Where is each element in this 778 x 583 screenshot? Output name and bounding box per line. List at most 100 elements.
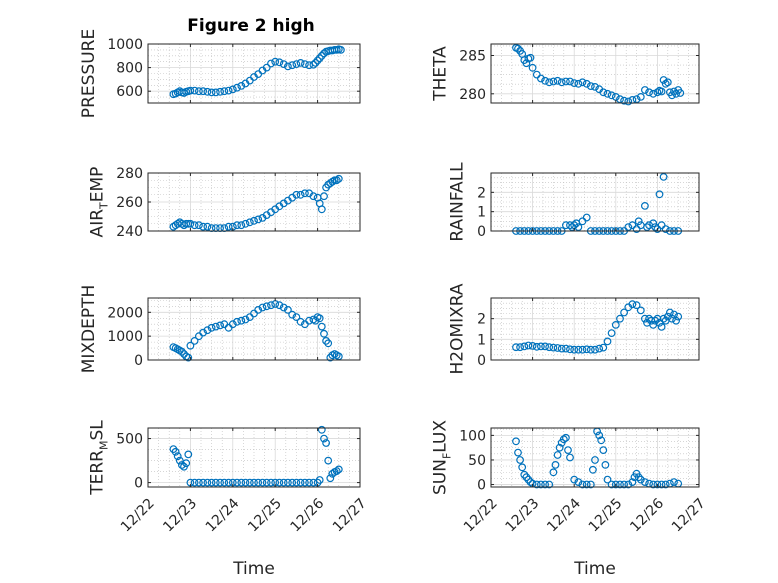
data-point bbox=[224, 86, 233, 95]
data-point bbox=[545, 78, 554, 87]
data-point bbox=[194, 478, 203, 487]
data-point bbox=[224, 222, 233, 231]
data-point bbox=[171, 447, 180, 456]
data-point bbox=[620, 480, 628, 489]
data-point bbox=[296, 190, 305, 199]
data-point bbox=[228, 85, 237, 94]
data-point bbox=[624, 480, 633, 489]
y-axis-label-subscript: M bbox=[98, 441, 111, 451]
data-point bbox=[643, 223, 651, 232]
data-point bbox=[599, 343, 608, 352]
data-point bbox=[574, 223, 583, 232]
data-point bbox=[292, 60, 301, 68]
data-point bbox=[632, 301, 641, 310]
data-point bbox=[258, 478, 267, 487]
data-point bbox=[574, 79, 583, 88]
data-point bbox=[586, 345, 595, 354]
data-point bbox=[228, 320, 237, 329]
data-point bbox=[522, 59, 531, 68]
data-point bbox=[317, 322, 326, 331]
data-point bbox=[599, 446, 608, 455]
axes-box bbox=[490, 172, 700, 232]
y-tick-label: 240 bbox=[116, 224, 143, 240]
data-point bbox=[553, 451, 562, 459]
data-point bbox=[324, 456, 333, 465]
data-point bbox=[177, 347, 186, 356]
data-point bbox=[603, 475, 612, 484]
data-point bbox=[216, 478, 225, 487]
data-point bbox=[241, 478, 250, 487]
axes-box bbox=[490, 297, 700, 361]
data-point bbox=[207, 323, 216, 332]
data-point bbox=[311, 59, 320, 67]
data-point bbox=[309, 192, 318, 201]
data-point bbox=[250, 478, 258, 487]
data-point bbox=[566, 77, 574, 86]
data-point bbox=[532, 480, 541, 489]
data-point bbox=[562, 344, 570, 353]
data-point bbox=[267, 301, 275, 310]
axes-box bbox=[490, 427, 700, 488]
data-point bbox=[220, 87, 229, 96]
data-point bbox=[322, 337, 331, 345]
data-point bbox=[595, 344, 604, 353]
data-point bbox=[271, 57, 280, 66]
y-axis-label-main: AIR bbox=[88, 209, 108, 238]
y-axis-label-rest: SL bbox=[88, 420, 108, 441]
data-point bbox=[241, 315, 250, 324]
data-point bbox=[284, 306, 292, 314]
data-point bbox=[653, 88, 662, 97]
data-point bbox=[636, 92, 645, 101]
data-point bbox=[628, 478, 637, 487]
data-point bbox=[194, 87, 203, 96]
y-axis-label-main: MIXDEPTH bbox=[79, 285, 99, 374]
y-tick-label: 2 bbox=[477, 185, 486, 201]
x-axis-label: Time bbox=[232, 559, 275, 579]
data-point bbox=[296, 317, 305, 326]
data-point bbox=[659, 172, 668, 181]
data-point bbox=[603, 337, 612, 346]
data-point bbox=[524, 475, 533, 484]
data-point bbox=[313, 56, 322, 65]
y-tick-label: 1000 bbox=[107, 329, 143, 345]
y-axis-label: TERRMSL bbox=[88, 420, 111, 496]
data-point bbox=[578, 78, 587, 87]
data-point bbox=[553, 76, 562, 85]
y-axis-label-main: H2OMIXRA bbox=[448, 283, 468, 374]
data-point bbox=[245, 218, 254, 227]
data-point bbox=[224, 478, 233, 487]
y-tick-label: 0 bbox=[134, 353, 143, 369]
data-point bbox=[670, 478, 678, 487]
data-point bbox=[317, 51, 326, 60]
data-point bbox=[315, 54, 324, 63]
data-point bbox=[616, 480, 624, 489]
data-point bbox=[557, 78, 566, 87]
data-point bbox=[653, 480, 662, 489]
y-axis-label: RAINFALL bbox=[448, 162, 468, 242]
data-point bbox=[182, 459, 191, 468]
data-point bbox=[641, 86, 649, 94]
data-point bbox=[177, 461, 186, 469]
data-point bbox=[516, 343, 524, 352]
data-point bbox=[320, 329, 328, 338]
data-point bbox=[173, 452, 182, 461]
data-point bbox=[320, 192, 328, 201]
y-axis-label-main: TERR bbox=[88, 450, 108, 496]
data-point bbox=[292, 190, 301, 199]
data-point bbox=[296, 478, 305, 487]
data-point bbox=[233, 478, 241, 487]
data-point bbox=[207, 478, 216, 487]
series-theta bbox=[512, 43, 685, 106]
data-point bbox=[557, 344, 566, 353]
y-tick-label: 0 bbox=[477, 478, 486, 494]
figure-title: Figure 2 high bbox=[187, 16, 315, 36]
data-point bbox=[632, 95, 641, 104]
data-point bbox=[559, 435, 568, 444]
data-point bbox=[211, 478, 220, 487]
y-axis-label-rest: EMP bbox=[88, 167, 108, 203]
data-point bbox=[199, 478, 208, 487]
data-point bbox=[334, 465, 343, 474]
subplot-h2omixra: 0 1 2 H2OMIXRA bbox=[448, 283, 700, 375]
